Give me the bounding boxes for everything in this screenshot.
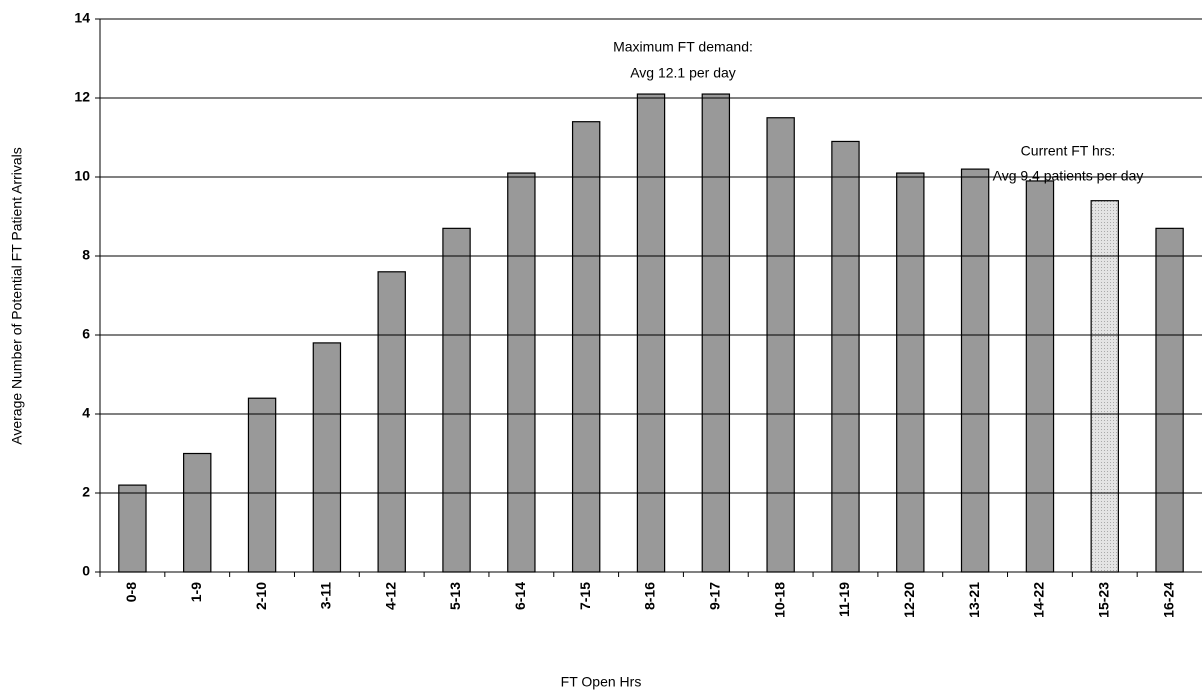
bar [960, 168, 990, 573]
bar [831, 140, 860, 573]
x-tick-label: 11-19 [836, 582, 852, 617]
x-tick-label: 8-16 [642, 582, 658, 610]
x-tick-label: 3-11 [318, 582, 334, 609]
y-tick-label: 2 [82, 484, 90, 500]
y-axis-title: Average Number of Potential FT Patient A… [9, 147, 25, 445]
y-tick-label: 8 [82, 247, 90, 263]
y-tick-label: 10 [74, 168, 90, 184]
x-tick-label: 0-8 [123, 582, 139, 602]
y-tick-label: 12 [74, 89, 90, 105]
bar [766, 117, 795, 573]
x-tick-label: 14-22 [1031, 582, 1047, 618]
y-tick-label: 14 [74, 10, 90, 26]
bar [118, 484, 147, 573]
bar [507, 172, 536, 573]
x-tick-label: 6-14 [512, 582, 528, 610]
annotation: Avg 9.4 patients per day [993, 168, 1144, 184]
bar [896, 172, 925, 573]
y-tick-label: 4 [82, 405, 90, 421]
x-tick-label: 5-13 [447, 582, 463, 610]
x-tick-label: 7-15 [577, 582, 593, 610]
annotation: Maximum FT demand: [613, 39, 753, 55]
bar [442, 227, 471, 573]
x-tick-label: 10-18 [771, 582, 787, 618]
x-axis-title: FT Open Hrs [561, 674, 642, 690]
bar [377, 271, 406, 573]
bar [183, 452, 212, 573]
x-tick-label: 1-9 [188, 582, 204, 602]
y-tick-label: 6 [82, 326, 90, 342]
bar [247, 397, 277, 573]
annotation: Avg 12.1 per day [630, 65, 736, 81]
x-tick-label: 9-17 [707, 582, 723, 610]
bar [1025, 180, 1055, 573]
bar [1155, 227, 1184, 573]
bar [312, 342, 342, 573]
bar [636, 93, 666, 573]
bar [701, 93, 731, 573]
x-tick-label: 16-24 [1160, 582, 1176, 618]
x-tick-label: 2-10 [253, 582, 269, 610]
x-tick-label: 12-20 [901, 582, 917, 618]
y-tick-label: 0 [82, 563, 90, 579]
x-tick-label: 15-23 [1095, 582, 1111, 618]
x-tick-label: 13-21 [966, 582, 982, 618]
x-tick-label: 4-12 [382, 582, 398, 610]
bar [571, 121, 601, 573]
annotation: Current FT hrs: [1021, 143, 1116, 159]
